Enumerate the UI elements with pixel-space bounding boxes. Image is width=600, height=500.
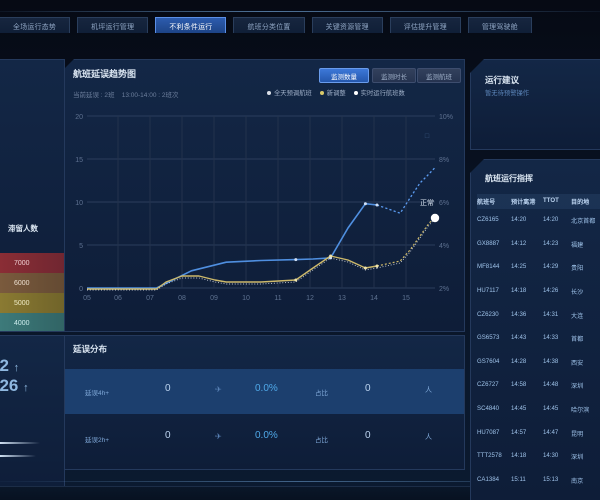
svg-text:5: 5 <box>79 243 83 250</box>
svg-text:6%: 6% <box>439 200 449 207</box>
svg-text:2%: 2% <box>439 286 449 293</box>
svg-text:07: 07 <box>146 295 154 302</box>
svg-text:05: 05 <box>83 295 91 302</box>
svg-text:06: 06 <box>114 295 122 302</box>
svg-text:□: □ <box>425 133 430 140</box>
svg-text:14: 14 <box>370 295 378 302</box>
svg-text:10: 10 <box>242 295 250 302</box>
svg-text:0: 0 <box>79 286 83 293</box>
svg-text:10%: 10% <box>439 114 453 121</box>
svg-text:15: 15 <box>75 157 83 164</box>
svg-text:12: 12 <box>306 295 314 302</box>
svg-text:8%: 8% <box>439 157 449 164</box>
svg-text:09: 09 <box>210 295 218 302</box>
svg-text:11: 11 <box>274 295 281 302</box>
svg-text:4%: 4% <box>439 243 449 250</box>
svg-text:20: 20 <box>75 114 83 121</box>
svg-text:正常: 正常 <box>420 198 434 207</box>
svg-text:08: 08 <box>178 295 186 302</box>
svg-text:10: 10 <box>75 200 83 207</box>
svg-text:13: 13 <box>338 295 346 302</box>
svg-text:15: 15 <box>402 295 410 302</box>
